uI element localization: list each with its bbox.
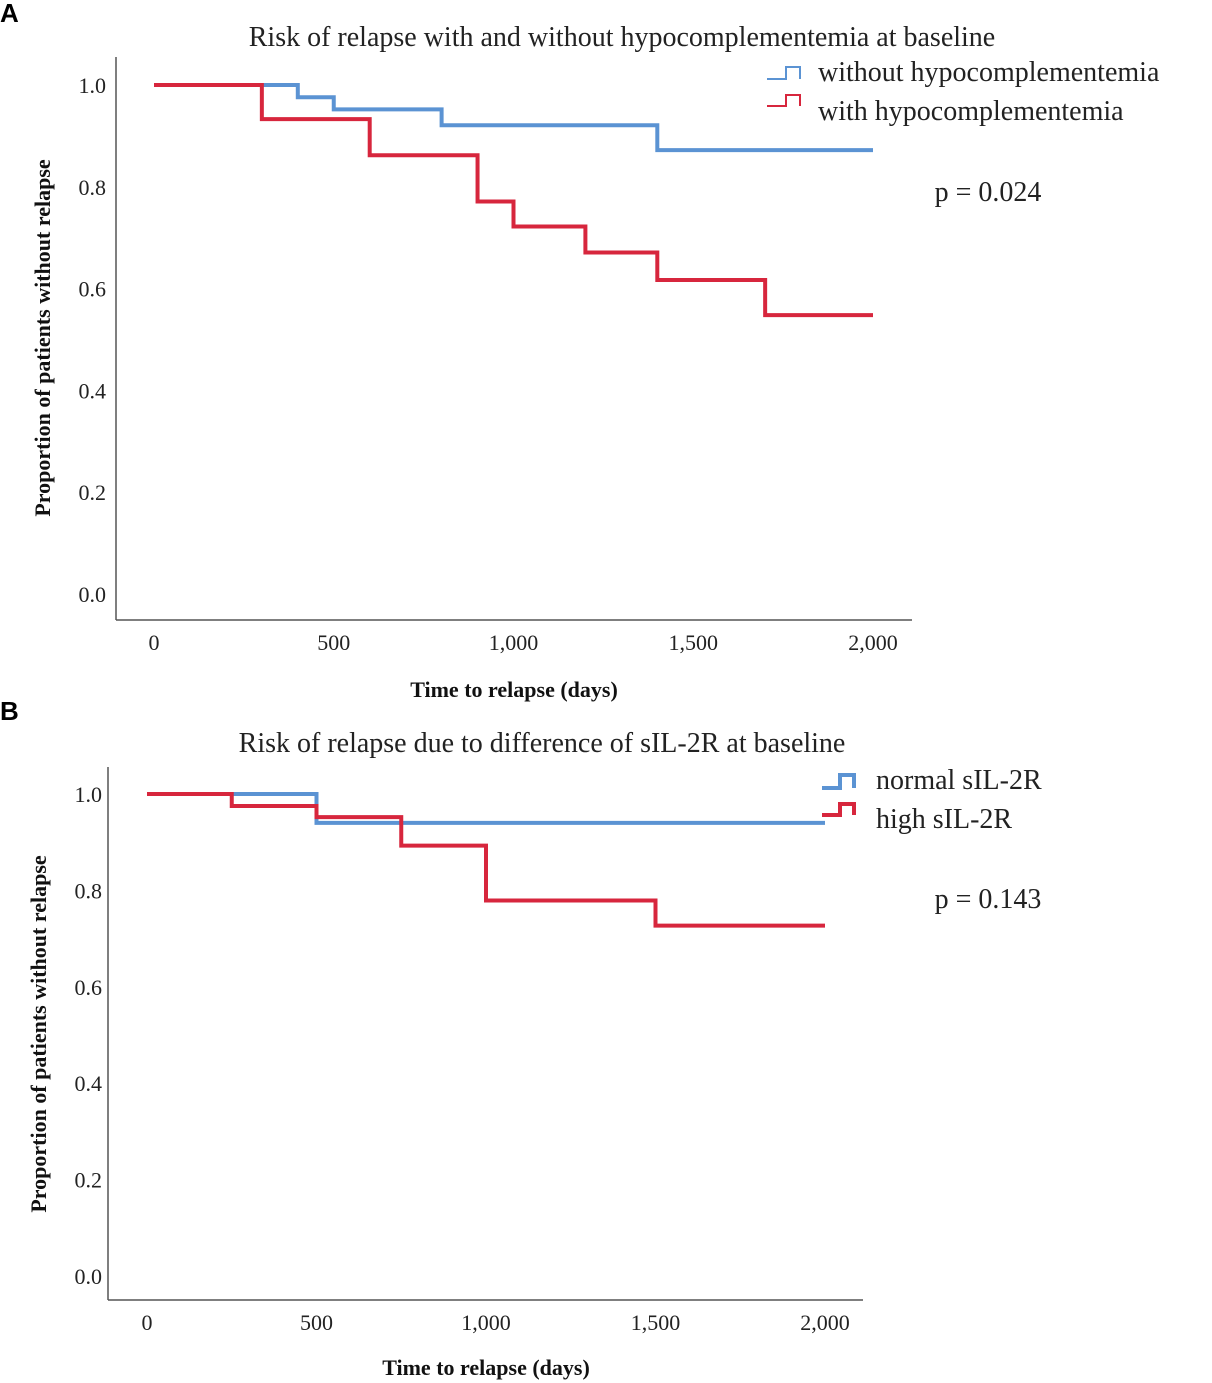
panel-a-label: A (0, 0, 19, 28)
panel-a-x-tick-label: 1,000 (489, 630, 539, 655)
panel-b-x-tick-label: 0 (142, 1310, 153, 1335)
panel-b-legend-high: high sIL-2R (876, 804, 1012, 835)
panel-a-y-tick-label: 0.4 (79, 378, 107, 403)
panel-a-legend: without hypocomplementemia with hypocomp… (767, 57, 1160, 127)
panel-a-title: Risk of relapse with and without hypocom… (249, 22, 995, 53)
panel-b-curves (147, 792, 825, 928)
panel-a-axes: 0 500 1,000 1,500 2,000 0.0 0.2 0.4 0.6 0.8 1.0 (79, 57, 912, 655)
panel-b-y-tick-label: 0.4 (75, 1071, 103, 1096)
panel-b-title: Risk of relapse due to difference of sIL… (239, 728, 846, 759)
panel-a-x-tick-label: 1,500 (669, 630, 719, 655)
panel-a-series-blue-curve (154, 83, 873, 153)
panel-b-x-axis-title: Time to relapse (days) (382, 1355, 590, 1380)
panel-b-legend-normal: normal sIL-2R (876, 765, 1042, 796)
panel-a-y-axis-title: Proportion of patients without relapse (30, 159, 55, 517)
panel-a-y-tick-label: 0.2 (79, 480, 107, 505)
panel-b-x-tick-label: 500 (300, 1310, 333, 1335)
panel-b-label: B (0, 696, 19, 726)
panel-b-x-tick-label: 2,000 (800, 1310, 850, 1335)
panel-b-axes: 0 500 1,000 1,500 2,000 0.0 0.2 0.4 0.6 0.8 1.0 (75, 767, 863, 1335)
panel-b-legend: normal sIL-2R high sIL-2R (822, 765, 1042, 835)
panel-a-y-tick-label: 0.0 (79, 582, 107, 607)
panel-b-series-blue-curve (147, 792, 825, 825)
panel-a-series-red-curve (154, 83, 873, 318)
panel-b-p-value: p = 0.143 (935, 884, 1042, 915)
panel-b-y-tick-label: 1.0 (75, 782, 103, 807)
panel-a-x-axis-title: Time to relapse (days) (410, 677, 618, 702)
panel-b-chart: B Risk of relapse due to difference of s… (0, 696, 1042, 1380)
panel-a-legend-swatch-with (767, 94, 801, 107)
panel-a-legend-without: without hypocomplementemia (818, 57, 1160, 88)
panel-b-x-tick-label: 1,500 (631, 1310, 681, 1335)
panel-a-p-value: p = 0.024 (935, 177, 1042, 208)
panel-b-y-tick-label: 0.2 (75, 1168, 103, 1193)
panel-a-x-tick-label: 2,000 (848, 630, 898, 655)
panel-a-y-tick-label: 0.8 (79, 175, 107, 200)
panel-b-legend-swatch-high (822, 802, 856, 817)
panel-b-x-tick-label: 1,000 (461, 1310, 511, 1335)
panel-b-y-tick-label: 0.6 (75, 975, 103, 1000)
panel-b-series-red-curve (147, 792, 825, 928)
panel-a-legend-with: with hypocomplementemia (818, 96, 1124, 127)
panel-b-legend-swatch-normal (822, 773, 856, 790)
panel-b-y-axis-title: Proportion of patients without relapse (26, 855, 51, 1213)
panel-a-chart: A Risk of relapse with and without hypoc… (0, 0, 1160, 702)
panel-a-curves (154, 83, 873, 318)
panel-a-legend-swatch-without (767, 66, 801, 80)
panel-a-y-tick-label: 0.6 (79, 277, 107, 302)
panel-b-y-tick-label: 0.0 (75, 1264, 103, 1289)
panel-a-y-tick-label: 1.0 (79, 73, 107, 98)
panel-b-y-tick-label: 0.8 (75, 878, 103, 903)
panel-a-x-tick-label: 500 (317, 630, 350, 655)
panel-a-x-tick-label: 0 (149, 630, 160, 655)
